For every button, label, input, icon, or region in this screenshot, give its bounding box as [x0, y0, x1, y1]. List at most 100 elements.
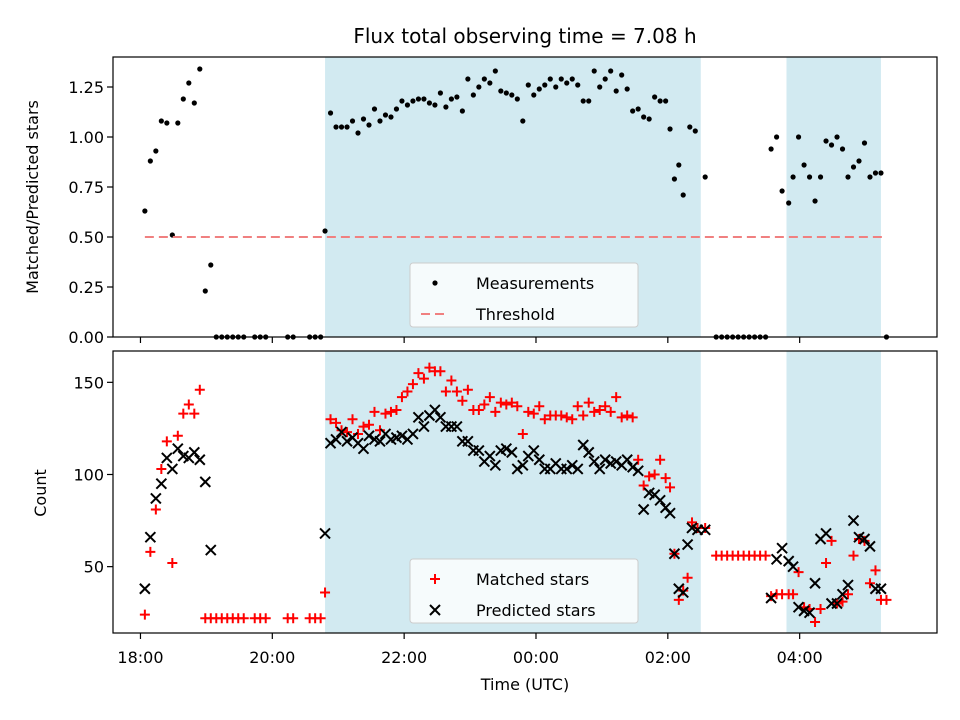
data-point-measurements — [421, 96, 427, 102]
data-point-predicted-stars — [335, 426, 348, 438]
data-point-matched-stars — [611, 392, 622, 403]
data-point-measurements — [680, 192, 686, 198]
data-point-matched-stars — [870, 565, 881, 576]
data-point-measurements — [503, 90, 509, 96]
data-point-matched-stars — [473, 404, 484, 415]
data-point-measurements — [415, 96, 422, 102]
data-point-measurements — [817, 174, 824, 180]
data-point-predicted-stars — [842, 579, 854, 591]
y-tick-label-count: 100 — [73, 465, 104, 484]
data-point-matched-stars — [385, 406, 396, 417]
legend-box-ratio — [409, 262, 639, 328]
data-point-matched-stars — [451, 386, 462, 397]
data-point-measurements — [646, 116, 652, 122]
legend-swatch-matched — [430, 574, 440, 584]
data-point-measurements — [366, 122, 372, 128]
data-point-measurements — [542, 82, 548, 88]
data-point-measurements — [553, 84, 559, 90]
data-point-predicted-stars — [139, 583, 151, 595]
data-point-predicted-stars — [836, 588, 849, 601]
data-point-measurements — [608, 68, 614, 74]
data-point-matched-stars — [633, 454, 644, 465]
data-point-matched-stars — [145, 546, 156, 557]
data-point-matched-stars — [788, 589, 799, 600]
axes-frame-ratio — [112, 56, 938, 338]
data-point-matched-stars — [622, 410, 633, 421]
data-point-predicted-stars — [668, 548, 681, 560]
data-point-matched-stars — [238, 613, 249, 624]
data-point-measurements — [667, 126, 673, 132]
data-point-matched-stars — [567, 414, 578, 425]
data-point-measurements — [580, 98, 586, 104]
data-point-measurements — [687, 124, 693, 130]
data-point-measurements — [790, 174, 796, 180]
data-point-measurements — [812, 198, 818, 204]
data-point-predicted-stars — [451, 420, 463, 433]
data-point-predicted-stars — [462, 435, 474, 448]
data-point-predicted-stars — [583, 446, 595, 459]
data-point-matched-stars — [353, 428, 364, 439]
data-point-matched-stars — [686, 517, 697, 528]
data-point-matched-stars — [760, 550, 771, 561]
data-point-measurements — [856, 158, 862, 164]
data-point-matched-stars — [848, 550, 859, 561]
data-point-measurements — [657, 98, 663, 104]
data-point-matched-stars — [167, 557, 178, 568]
data-point-predicted-stars — [572, 463, 584, 475]
data-point-measurements — [344, 124, 350, 130]
data-point-measurements — [509, 92, 515, 98]
data-point-predicted-stars — [637, 503, 650, 516]
data-point-matched-stars — [479, 399, 490, 410]
data-point-predicted-stars — [664, 507, 676, 519]
data-point-matched-stars — [457, 395, 468, 406]
data-point-measurements — [470, 92, 476, 98]
y-tick-label-count: 50 — [84, 558, 104, 577]
data-point-measurements — [437, 90, 444, 96]
data-point-measurements — [867, 174, 873, 180]
legend-label-1: Predicted stars — [476, 601, 596, 620]
data-point-matched-stars — [594, 404, 605, 415]
x-tick-label: 20:00 — [249, 648, 295, 667]
data-point-measurements — [202, 288, 208, 294]
data-point-matched-stars — [320, 587, 331, 598]
y-tick-label-ratio: 0.75 — [68, 178, 104, 197]
data-point-matched-stars — [380, 408, 391, 419]
data-point-predicted-stars — [172, 442, 184, 455]
data-point-matched-stars — [561, 412, 572, 423]
data-point-measurements — [382, 112, 389, 118]
data-point-predicted-stars — [341, 435, 353, 448]
data-point-matched-stars — [682, 572, 693, 583]
data-point-predicted-stars — [765, 592, 777, 604]
data-point-matched-stars — [139, 609, 150, 620]
data-point-matched-stars — [325, 414, 336, 425]
data-point-predicted-stars — [407, 428, 419, 440]
data-point-predicted-stars — [621, 454, 633, 466]
data-point-matched-stars — [391, 404, 402, 415]
data-point-matched-stars — [627, 412, 638, 423]
data-point-matched-stars — [534, 401, 545, 412]
data-point-predicted-stars — [144, 531, 157, 543]
data-point-predicted-stars — [561, 463, 573, 475]
data-point-matched-stars — [501, 399, 512, 410]
data-point-predicted-stars — [166, 463, 179, 475]
x-tick-label: 04:00 — [777, 648, 823, 667]
data-point-measurements — [569, 76, 575, 82]
data-point-matched-stars — [600, 401, 611, 412]
data-point-matched-stars — [484, 392, 495, 403]
data-point-matched-stars — [638, 480, 649, 491]
data-point-predicted-stars — [199, 476, 211, 488]
data-point-predicted-stars — [434, 411, 447, 424]
data-point-measurements — [624, 86, 630, 92]
x-axis-label: Time (UTC) — [480, 675, 569, 694]
data-point-matched-stars — [347, 414, 358, 425]
data-point-predicted-stars — [506, 446, 518, 459]
data-point-matched-stars — [435, 366, 446, 377]
data-point-matched-stars — [336, 425, 347, 436]
data-point-matched-stars — [315, 613, 326, 624]
data-point-measurements — [377, 118, 383, 124]
data-point-measurements — [839, 146, 846, 152]
data-point-measurements — [404, 102, 411, 108]
data-point-measurements — [525, 82, 531, 88]
data-point-measurements — [850, 164, 857, 170]
data-point-matched-stars — [407, 379, 418, 390]
